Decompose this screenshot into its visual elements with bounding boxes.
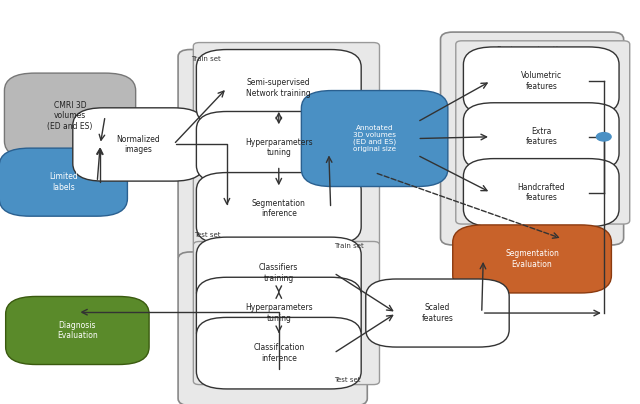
FancyBboxPatch shape <box>196 318 361 389</box>
Text: Train set: Train set <box>191 56 221 62</box>
FancyBboxPatch shape <box>463 47 619 115</box>
Text: Disease prediction
classifiers: Disease prediction classifiers <box>248 248 325 268</box>
Text: Segmentation
inference: Segmentation inference <box>252 199 306 218</box>
Text: Classification
inference: Classification inference <box>253 343 305 363</box>
Text: Feature extraction
per patient: Feature extraction per patient <box>497 46 568 65</box>
Text: Extra
features: Extra features <box>525 127 557 147</box>
FancyBboxPatch shape <box>440 32 623 245</box>
Text: Hyperparameters
tuning: Hyperparameters tuning <box>245 137 312 157</box>
FancyBboxPatch shape <box>452 225 611 293</box>
FancyBboxPatch shape <box>463 159 619 227</box>
Text: Handcrafted
features: Handcrafted features <box>517 183 565 202</box>
FancyBboxPatch shape <box>178 252 367 404</box>
Text: Scaled
features: Scaled features <box>422 303 453 323</box>
FancyBboxPatch shape <box>0 148 127 216</box>
FancyBboxPatch shape <box>73 108 204 181</box>
Text: Annotated
3D volumes
(ED and ES)
original size: Annotated 3D volumes (ED and ES) origina… <box>353 125 396 152</box>
FancyBboxPatch shape <box>463 103 619 171</box>
Text: Test set: Test set <box>333 377 360 383</box>
Text: Feature extraction
per patient: Feature extraction per patient <box>504 48 582 67</box>
Text: Normalized
images: Normalized images <box>116 135 160 154</box>
FancyBboxPatch shape <box>193 42 380 247</box>
Text: Classifiers
training: Classifiers training <box>259 263 298 283</box>
Text: Volumetric
features: Volumetric features <box>521 71 562 90</box>
FancyBboxPatch shape <box>196 237 361 309</box>
Text: Segmentation
Evaluation: Segmentation Evaluation <box>505 249 559 269</box>
Text: Diagnosis
Evaluation: Diagnosis Evaluation <box>57 321 98 340</box>
FancyBboxPatch shape <box>196 173 361 244</box>
Text: Train set: Train set <box>333 243 364 249</box>
FancyBboxPatch shape <box>456 41 630 224</box>
Text: Semi-supervised
segmentation network: Semi-supervised segmentation network <box>239 50 333 69</box>
FancyBboxPatch shape <box>196 277 361 349</box>
Text: Disease prediction
classifiers: Disease prediction classifiers <box>237 266 308 285</box>
FancyBboxPatch shape <box>178 50 367 263</box>
FancyBboxPatch shape <box>301 90 448 187</box>
Text: Semi-supervised
segmentation network: Semi-supervised segmentation network <box>229 63 316 83</box>
Circle shape <box>596 133 611 141</box>
FancyBboxPatch shape <box>193 242 380 385</box>
FancyBboxPatch shape <box>196 50 361 126</box>
Text: Test set: Test set <box>195 232 221 238</box>
Text: Limited
labels: Limited labels <box>49 173 77 192</box>
Text: CMRI 3D
volumes
(ED and ES): CMRI 3D volumes (ED and ES) <box>47 101 93 131</box>
FancyBboxPatch shape <box>365 279 509 347</box>
FancyBboxPatch shape <box>4 73 136 159</box>
FancyBboxPatch shape <box>6 297 149 364</box>
Text: Hyperparameters
tuning: Hyperparameters tuning <box>245 303 312 323</box>
Text: Semi-supervised
Network training: Semi-supervised Network training <box>246 78 311 98</box>
FancyBboxPatch shape <box>196 112 361 183</box>
